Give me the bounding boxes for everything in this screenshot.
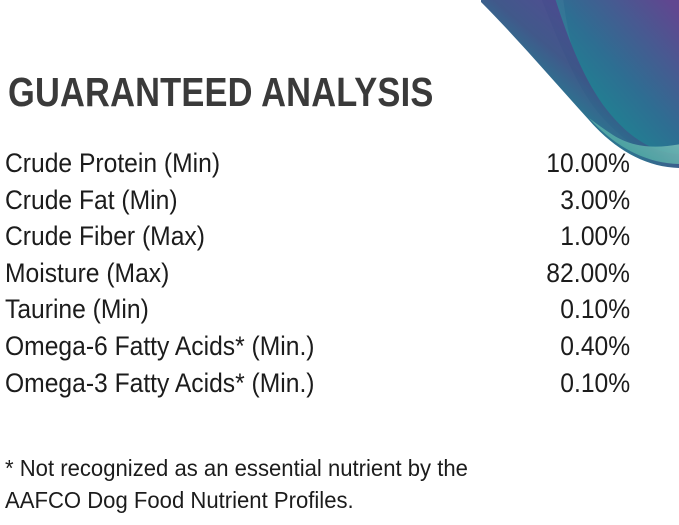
table-row: Crude Protein (Min) 10.00%: [5, 148, 630, 185]
nutrient-value: 82.00%: [546, 257, 630, 288]
nutrient-label: Omega-3 Fatty Acids* (Min.): [5, 367, 315, 398]
table-row: Crude Fiber (Max) 1.00%: [5, 221, 630, 258]
footnote: * Not recognized as an essential nutrien…: [5, 452, 635, 516]
nutrient-value: 1.00%: [560, 221, 630, 252]
table-row: Omega-3 Fatty Acids* (Min.) 0.10%: [5, 368, 630, 405]
table-row: Omega-6 Fatty Acids* (Min.) 0.40%: [5, 331, 630, 368]
table-row: Moisture (Max) 82.00%: [5, 258, 630, 295]
nutrient-label: Crude Protein (Min): [5, 148, 221, 178]
footnote-line-2: AAFCO Dog Food Nutrient Profiles.: [5, 487, 354, 513]
nutrient-value: 0.10%: [560, 367, 630, 398]
table-row: Crude Fat (Min) 3.00%: [5, 185, 630, 222]
nutrient-label: Taurine (Min): [5, 294, 149, 325]
page-title: GUARANTEED ANALYSIS: [8, 69, 434, 115]
nutrient-value: 10.00%: [546, 148, 630, 178]
nutrient-label: Crude Fat (Min): [5, 184, 178, 215]
nutrient-value: 0.10%: [560, 294, 630, 325]
nutrient-label: Moisture (Max): [5, 257, 170, 288]
nutrient-value: 3.00%: [560, 184, 630, 215]
nutrient-label: Crude Fiber (Max): [5, 221, 205, 252]
footnote-line-1: * Not recognized as an essential nutrien…: [5, 455, 468, 481]
nutrient-value: 0.40%: [560, 330, 630, 361]
nutrient-table: Crude Protein (Min) 10.00% Crude Fat (Mi…: [5, 148, 630, 404]
nutrient-label: Omega-6 Fatty Acids* (Min.): [5, 330, 315, 361]
table-row: Taurine (Min) 0.10%: [5, 294, 630, 331]
